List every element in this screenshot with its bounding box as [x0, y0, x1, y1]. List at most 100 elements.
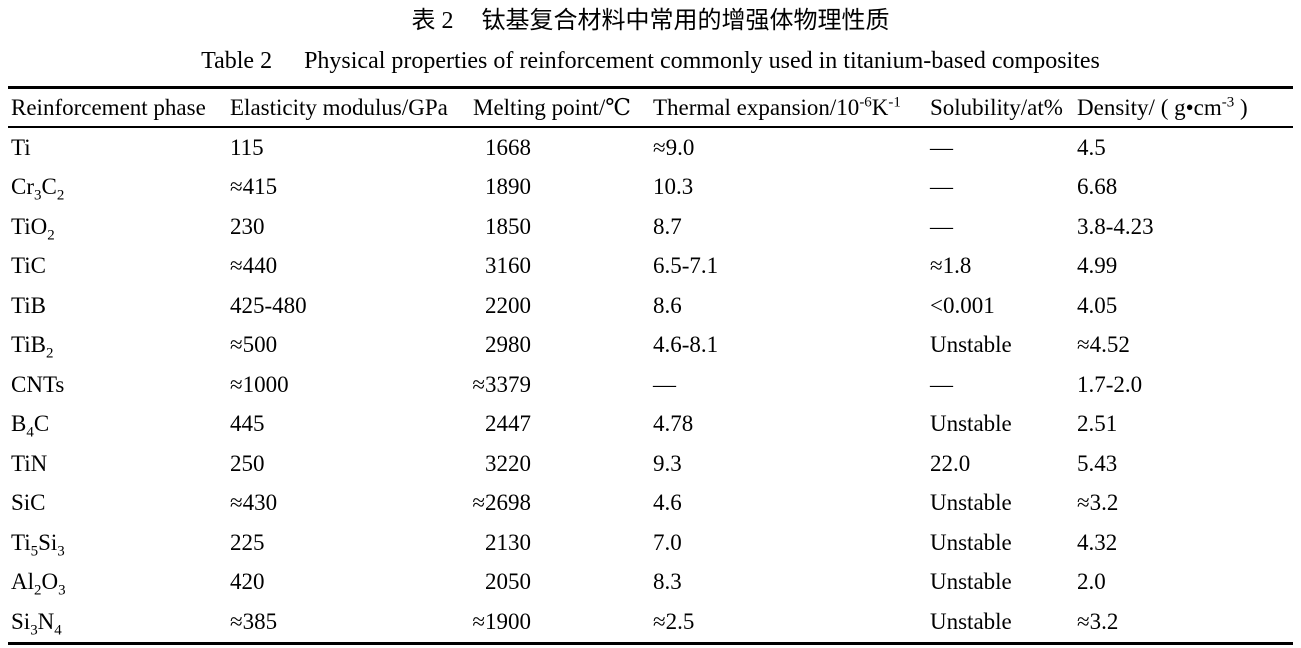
- cell-modulus: 230: [230, 213, 265, 239]
- table-row: Ti 115 1668 ≈9.0 — 4.5: [8, 127, 1293, 168]
- table-caption-text-zh: 钛基复合材料中常用的增强体物理性质: [481, 8, 890, 34]
- cell-solubility: Unstable: [930, 529, 1012, 555]
- cell-density: ≈3.2: [1077, 608, 1119, 634]
- cell-density: 6.68: [1077, 174, 1118, 200]
- cell-density: 4.99: [1077, 253, 1118, 279]
- cell-solubility: Unstable: [930, 490, 1012, 516]
- cell-density: 4.32: [1077, 529, 1118, 555]
- table-row: TiN 250 3220 9.3 22.0 5.43: [8, 444, 1293, 484]
- cell-solubility: 22.0: [930, 450, 971, 476]
- cell-phase: Ti: [11, 134, 31, 160]
- cell-modulus: ≈415: [230, 174, 278, 200]
- cell-melting: 2447: [485, 411, 531, 437]
- cell-density: 5.43: [1077, 450, 1118, 476]
- table-row: SiC ≈430 ≈2698 4.6 Unstable ≈3.2: [8, 484, 1293, 524]
- cell-expansion: 4.6-8.1: [653, 332, 719, 358]
- cell-melting: ≈3379: [472, 371, 531, 397]
- cell-melting: 1668: [485, 134, 531, 160]
- cell-expansion: ≈9.0: [653, 134, 695, 160]
- cell-density: ≈4.52: [1077, 332, 1130, 358]
- column-header-solubility: Solubility/at%: [930, 87, 1077, 128]
- cell-melting: 2200: [485, 292, 531, 318]
- table-row: Si3N4 ≈385 ≈1900 ≈2.5 Unstable ≈3.2: [8, 602, 1293, 643]
- cell-solubility: Unstable: [930, 411, 1012, 437]
- cell-modulus: 115: [230, 134, 264, 160]
- table-row: TiO2 230 1850 8.7 — 3.8-4.23: [8, 207, 1293, 247]
- cell-expansion: 8.7: [653, 213, 682, 239]
- cell-expansion: 6.5-7.1: [653, 253, 719, 279]
- cell-phase: TiC: [11, 253, 46, 279]
- cell-modulus: 425-480: [230, 292, 307, 318]
- cell-solubility: Unstable: [930, 332, 1012, 358]
- cell-melting: 2130: [485, 529, 531, 555]
- table-row: TiB2 ≈500 2980 4.6-8.1 Unstable ≈4.52: [8, 326, 1293, 366]
- table-caption-en: Table 2 Physical properties of reinforce…: [0, 47, 1301, 75]
- cell-phase: B4C: [11, 411, 50, 441]
- table-row: TiC ≈440 3160 6.5-7.1 ≈1.8 4.99: [8, 247, 1293, 287]
- table-row: CNTs ≈1000 ≈3379 — — 1.7-2.0: [8, 365, 1293, 405]
- cell-melting: 2050: [485, 569, 531, 595]
- cell-modulus: ≈385: [230, 608, 278, 634]
- table-header-row: Reinforcement phase Elasticity modulus/GP…: [8, 87, 1293, 128]
- cell-solubility: Unstable: [930, 569, 1012, 595]
- cell-solubility: Unstable: [930, 608, 1012, 634]
- cell-phase: Al2O3: [11, 569, 66, 599]
- cell-modulus: ≈1000: [230, 371, 289, 397]
- cell-melting: 1890: [485, 174, 531, 200]
- column-header-expansion: Thermal expansion/10-6K-1: [653, 87, 930, 128]
- table-row: Cr3C2 ≈415 1890 10.3 — 6.68: [8, 168, 1293, 208]
- cell-density: 1.7-2.0: [1077, 371, 1143, 397]
- column-header-phase: Reinforcement phase: [8, 87, 230, 128]
- cell-melting: ≈1900: [472, 608, 531, 634]
- cell-modulus: ≈440: [230, 253, 278, 279]
- cell-expansion: 9.3: [653, 450, 682, 476]
- cell-modulus: ≈430: [230, 490, 278, 516]
- cell-modulus: 420: [230, 569, 265, 595]
- column-header-melting: Melting point/℃: [473, 87, 653, 128]
- cell-phase: TiB2: [11, 332, 54, 362]
- cell-phase: Si3N4: [11, 608, 62, 639]
- cell-solubility: ≈1.8: [930, 253, 972, 279]
- cell-density: 2.0: [1077, 569, 1106, 595]
- cell-phase: TiN: [11, 450, 48, 476]
- cell-solubility: <0.001: [930, 292, 995, 318]
- cell-solubility: —: [930, 174, 953, 200]
- table-number-zh: 表 2: [411, 8, 454, 34]
- properties-table: Reinforcement phase Elasticity modulus/GP…: [8, 86, 1293, 645]
- cell-phase: SiC: [11, 490, 46, 516]
- table-number-en: Table 2: [201, 48, 273, 74]
- column-header-density: Density/ ( g•cm-3 ): [1077, 87, 1293, 128]
- table-row: TiB 425-480 2200 8.6 <0.001 4.05: [8, 286, 1293, 326]
- table-caption-text-en: Physical properties of reinforcement com…: [304, 48, 1100, 74]
- cell-density: 4.05: [1077, 292, 1118, 318]
- cell-density: 2.51: [1077, 411, 1118, 437]
- cell-phase: Ti5Si3: [11, 529, 65, 560]
- cell-solubility: —: [930, 371, 953, 397]
- cell-density: 3.8-4.23: [1077, 213, 1154, 239]
- cell-expansion: 4.78: [653, 411, 694, 437]
- cell-expansion: —: [653, 371, 676, 397]
- cell-melting: 3160: [485, 253, 531, 279]
- cell-solubility: —: [930, 134, 953, 160]
- cell-melting: 1850: [485, 213, 531, 239]
- cell-expansion: ≈2.5: [653, 608, 695, 634]
- cell-expansion: 8.3: [653, 569, 682, 595]
- cell-expansion: 7.0: [653, 529, 682, 555]
- cell-modulus: ≈500: [230, 332, 278, 358]
- cell-modulus: 445: [230, 411, 265, 437]
- table-row: B4C 445 2447 4.78 Unstable 2.51: [8, 405, 1293, 445]
- table-row: Al2O3 420 2050 8.3 Unstable 2.0: [8, 563, 1293, 603]
- cell-expansion: 4.6: [653, 490, 682, 516]
- cell-expansion: 8.6: [653, 292, 682, 318]
- cell-solubility: —: [930, 213, 953, 239]
- cell-melting: 2980: [485, 332, 531, 358]
- cell-expansion: 10.3: [653, 174, 694, 200]
- column-header-modulus: Elasticity modulus/GPa: [230, 87, 473, 128]
- cell-phase: TiO2: [11, 213, 55, 244]
- cell-density: 4.5: [1077, 134, 1106, 160]
- table-caption-zh: 表 2 钛基复合材料中常用的增强体物理性质: [0, 0, 1301, 35]
- cell-density: ≈3.2: [1077, 490, 1119, 516]
- table-row: Ti5Si3 225 2130 7.0 Unstable 4.32: [8, 523, 1293, 563]
- cell-phase: CNTs: [11, 371, 65, 397]
